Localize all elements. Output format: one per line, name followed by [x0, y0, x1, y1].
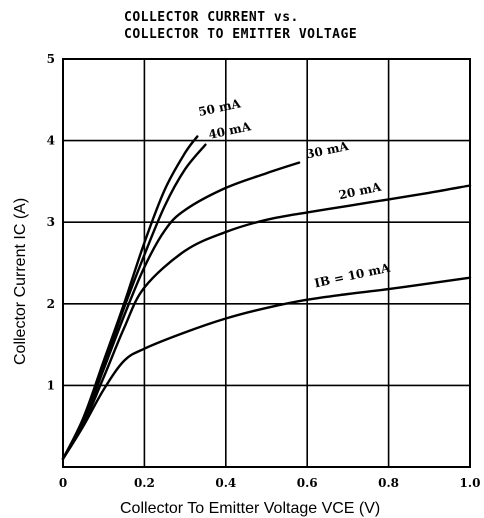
- curve-30-ma: [61, 161, 301, 460]
- y-tick-label: 3: [47, 215, 55, 229]
- chart-subtitle: COLLECTOR TO EMITTER VOLTAGE: [124, 27, 357, 42]
- y-tick-label: 5: [47, 52, 55, 66]
- curve-label: IB = 10 mA: [313, 261, 392, 291]
- y-tick-labels: 1 2 3 4 5: [47, 52, 55, 392]
- curve-20-ma: [61, 184, 472, 460]
- x-tick-label: 1.0: [460, 476, 481, 490]
- y-tick-label: 2: [47, 297, 55, 311]
- curve-label: 20 mA: [337, 180, 383, 203]
- curve-ib-10-ma: [61, 276, 472, 460]
- x-tick-label: 0.6: [297, 476, 318, 490]
- curve-label: 50 mA: [197, 96, 243, 119]
- y-tick-label: 4: [47, 134, 55, 148]
- curve-label: 30 mA: [305, 139, 351, 162]
- x-axis-label: Collector To Emitter Voltage VCE (V): [120, 500, 380, 517]
- plot-border: [62, 58, 471, 468]
- chart-title: COLLECTOR CURRENT vs.: [124, 10, 299, 25]
- x-tick-label: 0.2: [134, 476, 155, 490]
- y-axis-label: Collector Current IC (A): [12, 198, 29, 365]
- x-tick-labels: 0 0.2 0.4 0.6 0.8 1.0: [59, 476, 481, 490]
- curves: [61, 135, 472, 460]
- x-tick-label: 0.4: [215, 476, 236, 490]
- grid-lines: [63, 59, 470, 467]
- x-tick-label: 0.8: [378, 476, 399, 490]
- y-tick-label: 1: [47, 378, 55, 392]
- curve-40-ma: [61, 143, 207, 460]
- curve-label: 40 mA: [207, 119, 253, 142]
- plot-frame: [62, 58, 471, 468]
- x-tick-label: 0: [59, 476, 67, 490]
